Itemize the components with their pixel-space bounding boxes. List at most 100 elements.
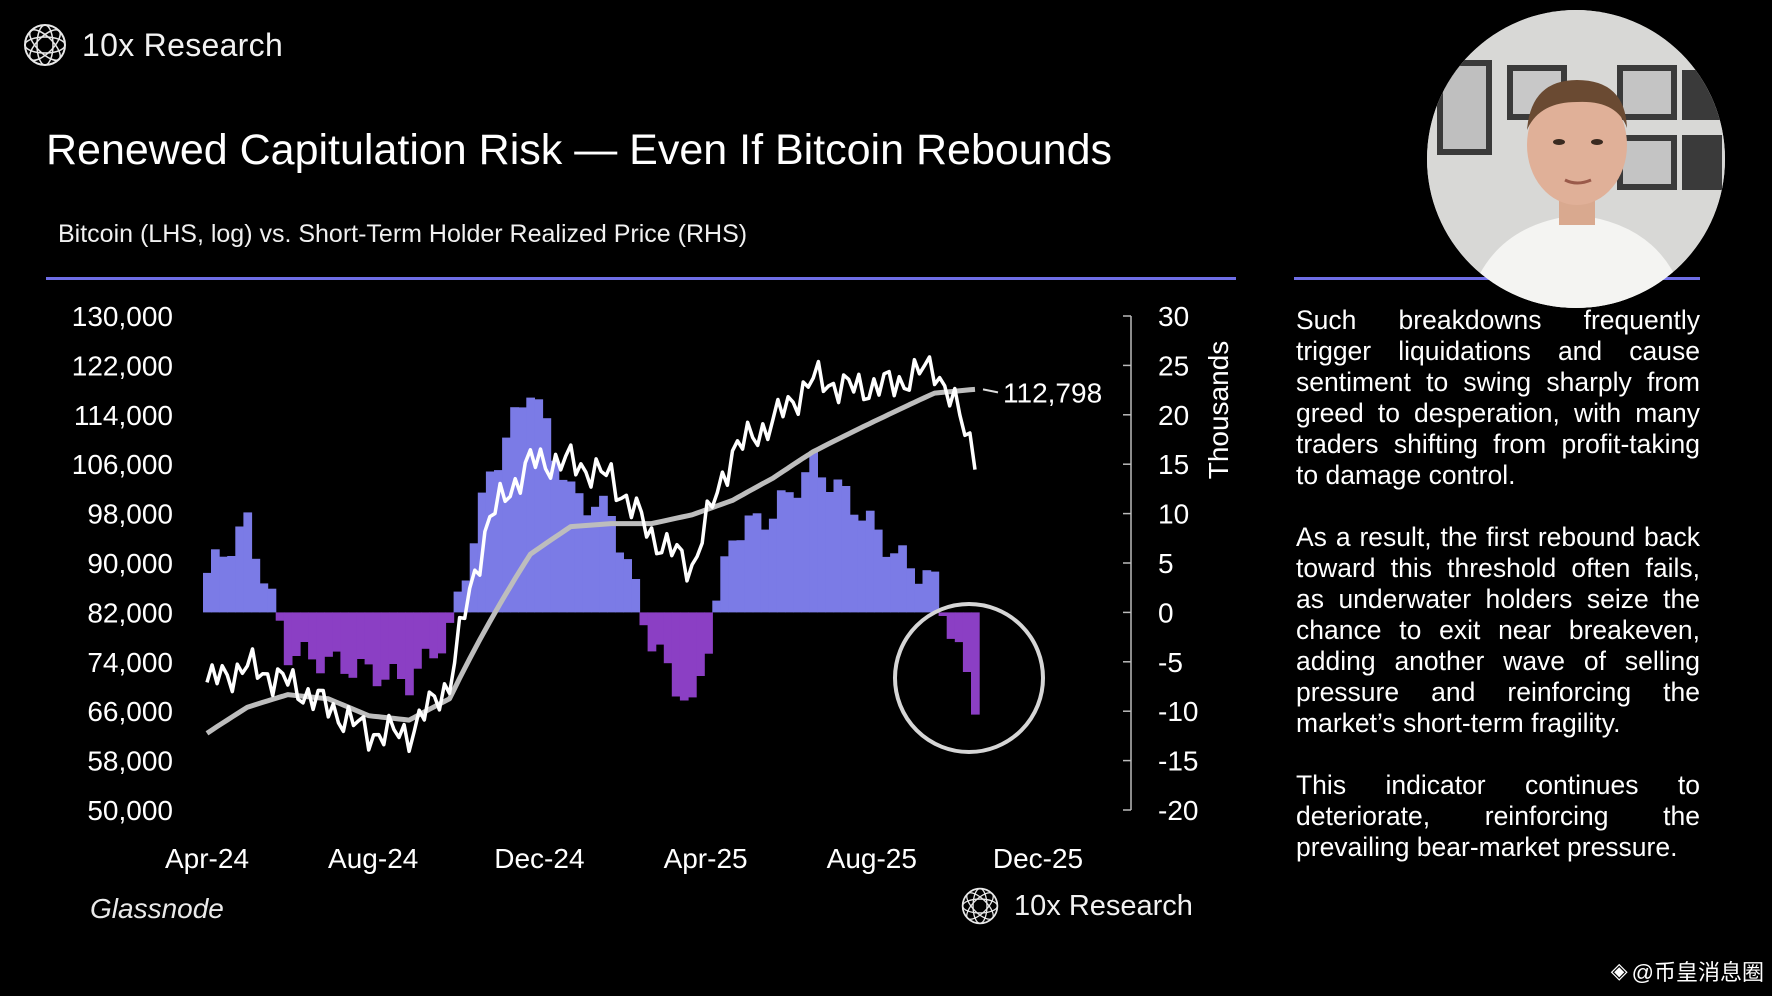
oscillator-bar bbox=[971, 612, 980, 715]
oscillator-bar bbox=[219, 556, 228, 613]
oscillator-bar bbox=[582, 515, 592, 613]
watermark-text: @币皇消息圈 bbox=[1631, 960, 1764, 985]
oscillator-bar bbox=[283, 612, 293, 666]
oscillator-bar bbox=[704, 612, 713, 654]
oscillator-bar bbox=[405, 612, 414, 696]
oscillator-bar bbox=[429, 612, 438, 659]
oscillator-bar bbox=[316, 612, 325, 674]
oscillator-bar bbox=[437, 612, 447, 654]
oscillator-bar bbox=[946, 612, 956, 639]
oscillator-bar bbox=[776, 490, 786, 613]
commentary-paragraph: Such breakdowns frequently trigger liqui… bbox=[1296, 305, 1700, 490]
left-axis: 130,000 122,000 114,000 106,000 98,000 90,000… bbox=[72, 301, 173, 826]
oscillator-bar bbox=[623, 559, 632, 613]
oscillator-bar bbox=[890, 553, 899, 613]
oscillator-bar bbox=[639, 612, 649, 626]
oscillator-bar bbox=[744, 515, 754, 613]
chart-subtitle: Bitcoin (LHS, log) vs. Short-Term Holder… bbox=[58, 220, 748, 248]
oscillator-bar bbox=[453, 591, 463, 613]
oscillator-bar bbox=[793, 497, 802, 613]
oscillator-bar bbox=[857, 520, 867, 613]
left-axis-tick-label: 114,000 bbox=[74, 400, 173, 431]
left-axis-tick-label: 66,000 bbox=[87, 696, 173, 727]
oscillator-bar bbox=[679, 612, 689, 701]
highlight-circle bbox=[893, 602, 1045, 754]
left-axis-tick-label: 82,000 bbox=[87, 597, 173, 628]
right-axis-tick-label: 25 bbox=[1158, 350, 1189, 381]
oscillator-bar bbox=[922, 570, 932, 613]
oscillator-bar bbox=[502, 437, 511, 613]
oscillator-bar bbox=[591, 506, 600, 613]
oscillator-bar bbox=[211, 549, 220, 613]
oscillator-bar bbox=[785, 492, 794, 613]
oscillator-bar bbox=[833, 479, 843, 613]
oscillator-bar bbox=[332, 612, 341, 652]
oscillator-bar bbox=[566, 481, 576, 613]
oscillator-bar bbox=[615, 552, 624, 613]
end-value-label: 112,798 bbox=[1003, 377, 1102, 408]
oscillator-bar bbox=[348, 612, 358, 678]
oscillator-bar bbox=[203, 572, 212, 613]
right-axis-tick-label: -20 bbox=[1158, 795, 1198, 826]
globe-mesh-icon bbox=[961, 887, 999, 925]
oscillator-bar bbox=[413, 612, 422, 669]
x-axis-tick-label: Aug-24 bbox=[328, 843, 418, 874]
footer-brand-name: 10x Research bbox=[1014, 889, 1193, 922]
presenter-webcam bbox=[1427, 10, 1725, 308]
x-axis-tick-label: Apr-24 bbox=[165, 843, 249, 874]
lines-group bbox=[205, 355, 977, 754]
commentary-paragraph: This indicator continues to deteriorate,… bbox=[1296, 770, 1700, 862]
oscillator-bar bbox=[243, 512, 253, 613]
oscillator-bar bbox=[801, 472, 810, 613]
x-axis-tick-label: Dec-24 bbox=[494, 843, 584, 874]
oscillator-bar bbox=[809, 450, 818, 613]
oscillator-bar bbox=[510, 407, 519, 613]
left-axis-tick-label: 74,000 bbox=[87, 647, 173, 678]
oscillator-bar bbox=[768, 518, 778, 613]
bitcoin-price-line bbox=[205, 355, 977, 754]
oscillator-bar bbox=[526, 397, 535, 613]
oscillator-bar bbox=[688, 612, 697, 698]
oscillator-bar bbox=[574, 493, 584, 613]
oscillator-bar bbox=[914, 583, 924, 613]
right-axis-tick-label: 10 bbox=[1158, 499, 1189, 530]
left-axis-tick-label: 98,000 bbox=[87, 499, 173, 530]
right-axis-tick-label: -10 bbox=[1158, 696, 1198, 727]
left-axis-tick-label: 90,000 bbox=[87, 548, 173, 579]
oscillator-bar bbox=[421, 612, 430, 649]
bars-group bbox=[203, 397, 980, 715]
oscillator-bar bbox=[461, 580, 471, 613]
oscillator-bar bbox=[388, 612, 398, 664]
oscillator-bar bbox=[906, 568, 915, 613]
right-axis-tick-label: -15 bbox=[1158, 746, 1198, 777]
oscillator-bar bbox=[534, 399, 544, 613]
oscillator-bar bbox=[882, 556, 891, 613]
presenter-webcam-icon bbox=[1427, 10, 1725, 308]
oscillator-bar bbox=[372, 612, 382, 687]
oscillator-bar bbox=[752, 513, 762, 613]
oscillator-bar bbox=[760, 529, 770, 613]
oscillator-bar bbox=[308, 612, 317, 660]
end-label-leader bbox=[982, 388, 999, 394]
x-axis-tick-label: Dec-25 bbox=[993, 843, 1083, 874]
annotations: 112,798 bbox=[893, 377, 1102, 754]
oscillator-bar bbox=[397, 612, 406, 679]
left-axis-tick-label: 122,000 bbox=[72, 350, 173, 381]
right-axis-tick-label: 20 bbox=[1158, 400, 1189, 431]
oscillator-bar bbox=[663, 612, 673, 664]
chart-divider bbox=[46, 277, 1236, 280]
oscillator-bar bbox=[671, 612, 681, 697]
left-axis-tick-label: 50,000 bbox=[87, 795, 173, 826]
oscillator-bar bbox=[712, 600, 721, 613]
oscillator-bar bbox=[364, 612, 374, 665]
oscillator-bar bbox=[300, 612, 309, 642]
oscillator-bar bbox=[558, 479, 568, 613]
brand-header: 10x Research bbox=[22, 22, 283, 68]
oscillator-bar bbox=[227, 556, 236, 613]
commentary: Such breakdowns frequently trigger liqui… bbox=[1296, 305, 1700, 894]
oscillator-bar bbox=[251, 558, 261, 613]
right-axis: 30 25 20 15 10 5 0 -5 -10 -15 -20 Thousands bbox=[1123, 301, 1234, 826]
chart: 130,000 122,000 114,000 106,000 98,000 90,000… bbox=[72, 301, 1234, 874]
oscillator-bar bbox=[494, 470, 503, 613]
oscillator-bar bbox=[445, 612, 455, 623]
